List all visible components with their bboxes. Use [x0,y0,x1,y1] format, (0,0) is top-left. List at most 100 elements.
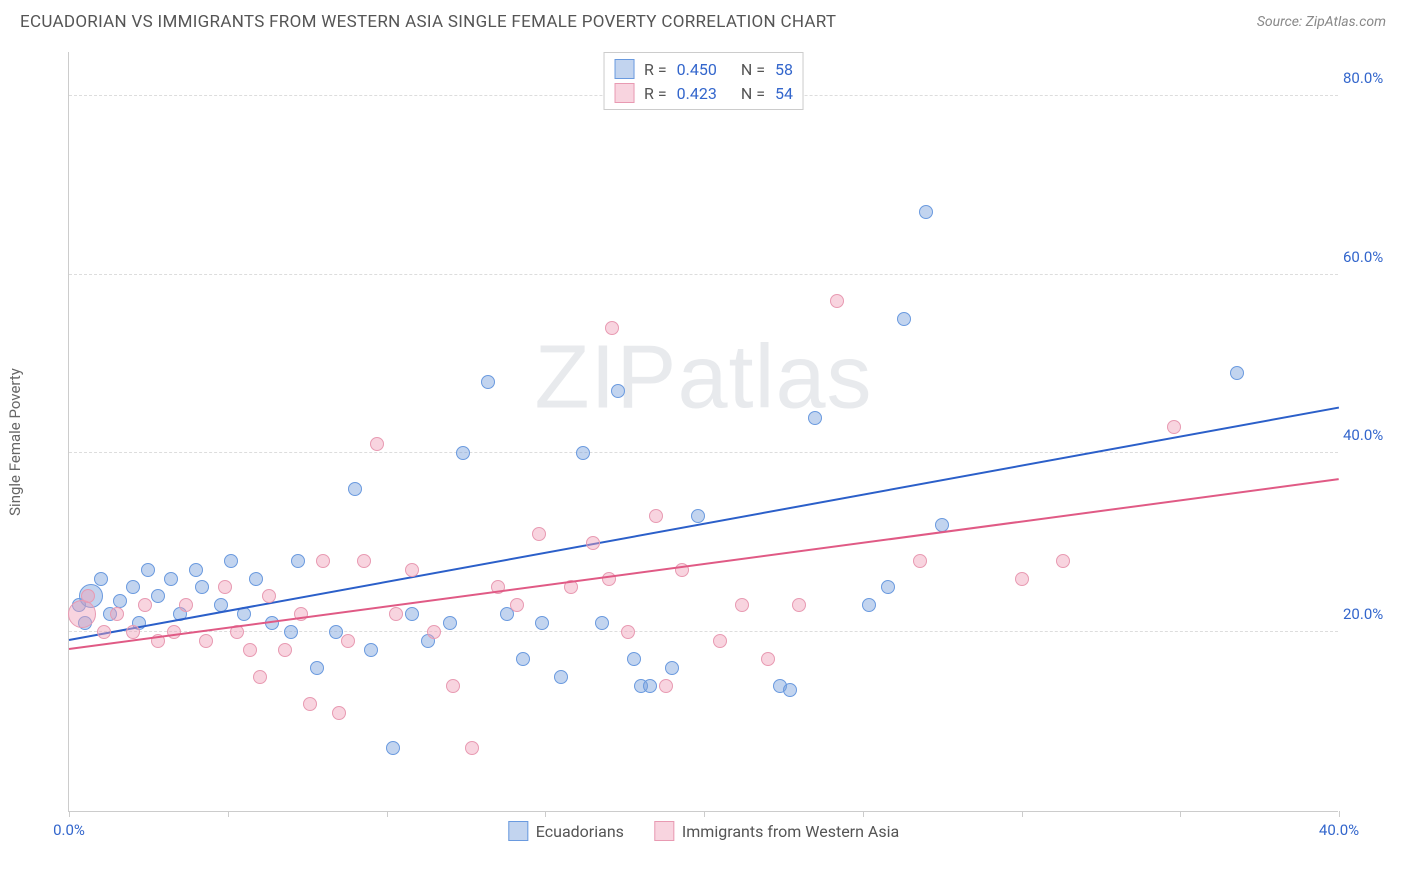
data-point [713,634,727,648]
data-point [364,643,378,657]
data-point [97,625,111,639]
data-point [94,572,108,586]
data-point [316,554,330,568]
data-point [735,598,749,612]
data-point [602,572,616,586]
data-point [554,670,568,684]
data-point [532,527,546,541]
data-point [218,580,232,594]
data-point [195,580,209,594]
data-point [643,679,657,693]
data-point [576,446,590,460]
data-point [830,294,844,308]
x-tick [1180,811,1181,817]
x-tick [69,811,70,817]
data-point [611,384,625,398]
plot-area: ZIPatlas R =0.450N =58R =0.423N =54 Ecua… [68,52,1338,812]
legend-swatch [654,821,674,841]
data-point [253,670,267,684]
trend-line [69,407,1339,641]
data-point [1015,572,1029,586]
data-point [586,536,600,550]
data-point [189,563,203,577]
data-point [443,616,457,630]
data-point [761,652,775,666]
data-point [332,706,346,720]
data-point [262,589,276,603]
data-point [691,509,705,523]
data-point [110,607,124,621]
data-point [386,741,400,755]
n-value: 54 [775,84,793,103]
x-tick-label: 40.0% [1319,821,1359,839]
data-point [427,625,441,639]
legend-correlation: R =0.450N =58R =0.423N =54 [603,52,804,110]
y-tick-label: 60.0% [1343,248,1398,266]
legend-row: R =0.423N =54 [614,81,793,105]
data-point [68,600,96,628]
legend-swatch [614,59,634,79]
data-point [456,446,470,460]
data-point [348,482,362,496]
legend-item: Immigrants from Western Asia [654,821,899,841]
x-tick [1339,811,1340,817]
data-point [783,683,797,697]
n-value: 58 [775,60,793,79]
data-point [389,607,403,621]
data-point [913,554,927,568]
grid-line [69,452,1338,453]
x-tick [863,811,864,817]
y-tick-label: 20.0% [1343,605,1398,623]
legend-row: R =0.450N =58 [614,57,793,81]
x-tick [545,811,546,817]
legend-label: Ecuadorians [536,822,624,841]
data-point [113,594,127,608]
data-point [595,616,609,630]
data-point [897,312,911,326]
data-point [179,598,193,612]
data-point [862,598,876,612]
y-axis-label: Single Female Poverty [6,368,24,516]
data-point [81,589,95,603]
x-tick [704,811,705,817]
legend-swatch [508,821,528,841]
data-point [649,509,663,523]
data-point [808,411,822,425]
r-value: 0.450 [677,60,717,79]
legend-swatch [614,83,634,103]
legend-series: Ecuadorians Immigrants from Western Asia [508,821,899,841]
r-value: 0.423 [677,84,717,103]
data-point [1230,366,1244,380]
r-label: R = [644,60,667,79]
data-point [151,589,165,603]
data-point [303,697,317,711]
chart-title: ECUADORIAN VS IMMIGRANTS FROM WESTERN AS… [20,12,836,32]
legend-item: Ecuadorians [508,821,624,841]
data-point [138,598,152,612]
data-point [370,437,384,451]
data-point [329,625,343,639]
legend-label: Immigrants from Western Asia [682,822,899,841]
data-point [1056,554,1070,568]
data-point [141,563,155,577]
trend-line [69,478,1339,650]
data-point [405,563,419,577]
watermark: ZIPatlas [534,327,872,430]
data-point [792,598,806,612]
data-point [405,607,419,621]
data-point [167,625,181,639]
data-point [249,572,263,586]
data-point [199,634,213,648]
data-point [310,661,324,675]
grid-line [69,631,1338,632]
data-point [291,554,305,568]
data-point [465,741,479,755]
data-point [126,580,140,594]
chart-source: Source: ZipAtlas.com [1257,14,1386,30]
x-tick [1022,811,1023,817]
data-point [481,375,495,389]
r-label: R = [644,84,667,103]
chart-header: ECUADORIAN VS IMMIGRANTS FROM WESTERN AS… [0,0,1406,40]
data-point [510,598,524,612]
data-point [659,679,673,693]
